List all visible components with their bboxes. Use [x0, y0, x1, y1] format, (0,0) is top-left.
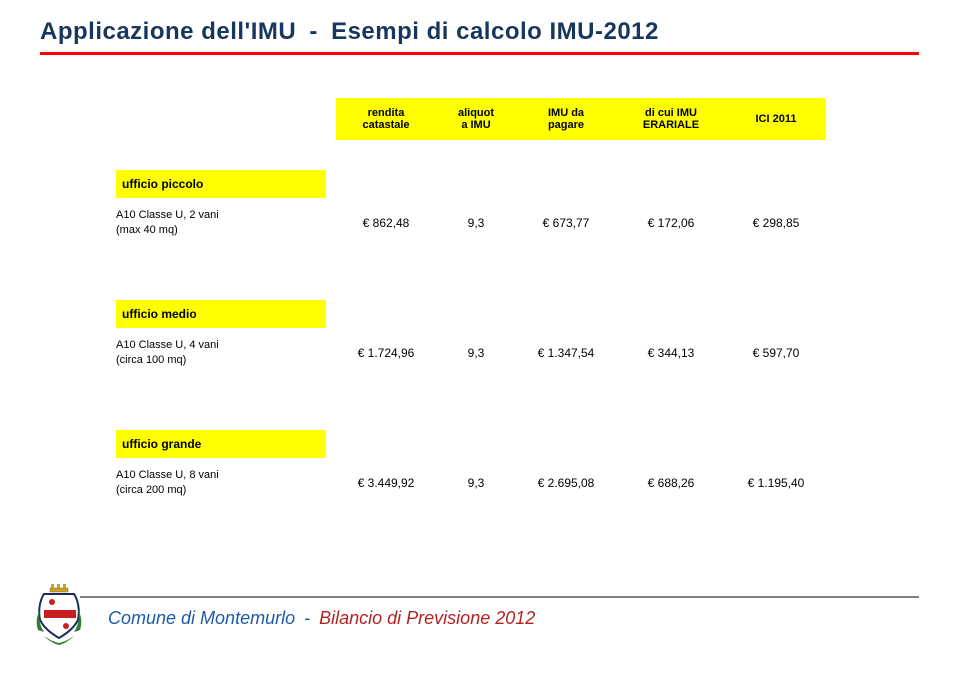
value-imu-pagare: € 2.695,08 — [516, 476, 616, 490]
page-footer: Comune di Montemurlo - Bilancio di Previ… — [0, 596, 959, 656]
section-label: ufficio medio — [116, 300, 326, 328]
footer-bilancio: Bilancio di Previsione 2012 — [319, 608, 535, 628]
header-text: pagare — [548, 119, 584, 131]
value-aliquota: 9,3 — [436, 346, 516, 360]
value-aliquota: 9,3 — [436, 476, 516, 490]
header-text: IMU da — [548, 107, 584, 119]
header-text: ICI 2011 — [756, 113, 797, 125]
header-text: aliquot — [458, 107, 494, 119]
value-imu-pagare: € 1.347,54 — [516, 346, 616, 360]
section-ufficio-medio: ufficio medio A10 Classe U, 4 vani (circ… — [116, 300, 896, 368]
title-separator: - — [309, 18, 318, 45]
section-description: A10 Classe U, 4 vani (circa 100 mq) — [116, 338, 336, 368]
header-aliquota: aliquot a IMU — [436, 98, 516, 140]
desc-line: A10 Classe U, 4 vani — [116, 339, 219, 351]
desc-line: A10 Classe U, 2 vani — [116, 209, 219, 221]
footer-dash: - — [304, 608, 310, 628]
desc-line: A10 Classe U, 8 vani — [116, 469, 219, 481]
value-imu-pagare: € 673,77 — [516, 216, 616, 230]
value-rendita: € 1.724,96 — [336, 346, 436, 360]
section-label: ufficio piccolo — [116, 170, 326, 198]
desc-line: (circa 100 mq) — [116, 354, 186, 366]
section-values: € 862,48 9,3 € 673,77 € 172,06 € 298,85 — [336, 216, 826, 230]
section-label-text: ufficio grande — [122, 437, 201, 451]
column-headers: rendita catastale aliquot a IMU IMU da p… — [336, 98, 896, 140]
section-label-text: ufficio medio — [122, 307, 197, 321]
header-text: a IMU — [461, 119, 490, 131]
value-aliquota: 9,3 — [436, 216, 516, 230]
section-values: € 1.724,96 9,3 € 1.347,54 € 344,13 € 597… — [336, 346, 826, 360]
header-imu-erariale: di cui IMU ERARIALE — [616, 98, 726, 140]
header-imu-pagare: IMU da pagare — [516, 98, 616, 140]
section-ufficio-grande: ufficio grande A10 Classe U, 8 vani (cir… — [116, 430, 896, 498]
crest-icon — [30, 580, 88, 646]
header-text: catastale — [362, 119, 409, 131]
page-title: Applicazione dell'IMU - Esempi di calcol… — [40, 18, 919, 46]
section-description: A10 Classe U, 8 vani (circa 200 mq) — [116, 468, 336, 498]
footer-divider — [80, 596, 919, 598]
section-label-text: ufficio piccolo — [122, 177, 203, 191]
title-underline — [40, 52, 919, 55]
footer-comune: Comune di Montemurlo — [108, 608, 295, 628]
section-values: € 3.449,92 9,3 € 2.695,08 € 688,26 € 1.1… — [336, 476, 826, 490]
value-imu-erariale: € 344,13 — [616, 346, 726, 360]
header-rendita: rendita catastale — [336, 98, 436, 140]
value-imu-erariale: € 172,06 — [616, 216, 726, 230]
value-rendita: € 3.449,92 — [336, 476, 436, 490]
value-ici-2011: € 298,85 — [726, 216, 826, 230]
footer-text: Comune di Montemurlo - Bilancio di Previ… — [108, 608, 535, 629]
section-ufficio-piccolo: ufficio piccolo A10 Classe U, 2 vani (ma… — [116, 170, 896, 238]
desc-line: (max 40 mq) — [116, 224, 178, 236]
title-part2: Esempi di calcolo IMU-2012 — [331, 18, 659, 45]
value-ici-2011: € 597,70 — [726, 346, 826, 360]
header-ici-2011: ICI 2011 — [726, 98, 826, 140]
title-part1: Applicazione dell'IMU — [40, 18, 296, 45]
section-description: A10 Classe U, 2 vani (max 40 mq) — [116, 208, 336, 238]
header-text: ERARIALE — [643, 119, 699, 131]
desc-line: (circa 200 mq) — [116, 484, 186, 496]
header-text: rendita — [368, 107, 405, 119]
header-text: di cui IMU — [645, 107, 697, 119]
page-title-block: Applicazione dell'IMU - Esempi di calcol… — [40, 18, 919, 55]
value-imu-erariale: € 688,26 — [616, 476, 726, 490]
value-rendita: € 862,48 — [336, 216, 436, 230]
section-label: ufficio grande — [116, 430, 326, 458]
value-ici-2011: € 1.195,40 — [726, 476, 826, 490]
